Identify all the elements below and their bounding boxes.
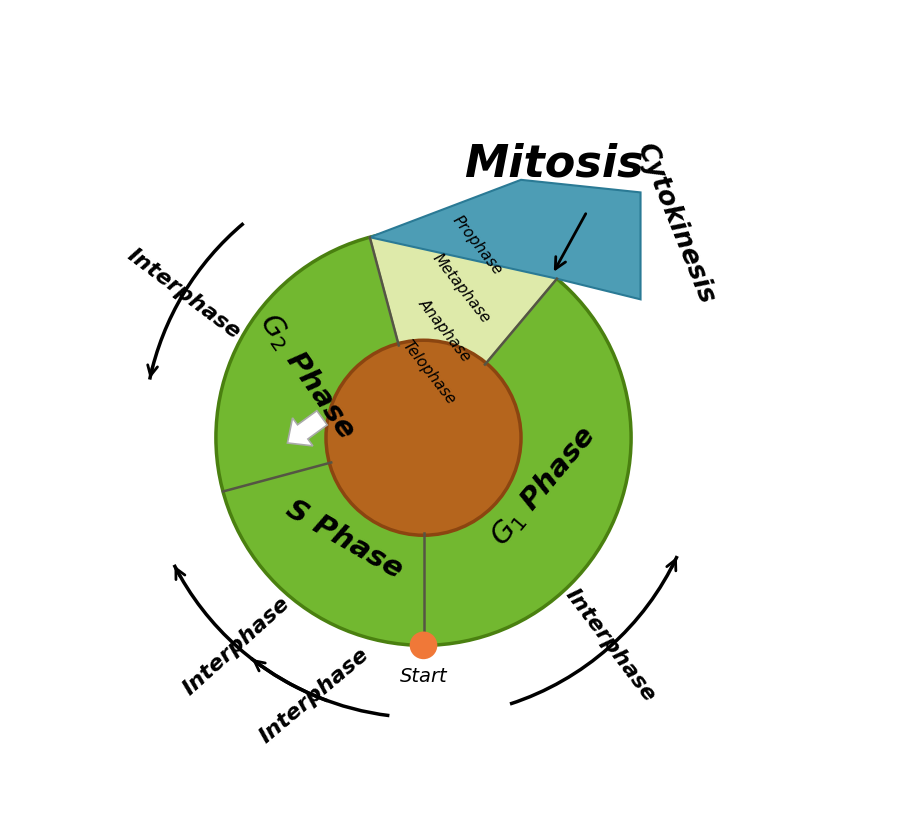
Text: Metaphase: Metaphase [429,250,493,326]
Text: S Phase: S Phase [281,494,408,584]
Circle shape [216,230,631,645]
Circle shape [410,632,437,659]
Text: Telophase: Telophase [400,338,458,408]
Text: Interphase: Interphase [256,644,373,747]
Text: Interphase: Interphase [562,586,660,706]
Text: Start: Start [400,667,447,686]
Text: Interphase: Interphase [179,593,293,699]
Polygon shape [370,180,641,299]
Text: Interphase: Interphase [123,244,244,342]
Text: Anaphase: Anaphase [416,297,474,365]
Wedge shape [370,230,557,438]
Text: Prophase: Prophase [450,213,505,278]
FancyArrow shape [287,411,328,446]
Text: $G_2$ Phase: $G_2$ Phase [254,308,363,445]
Text: Mitosis: Mitosis [464,143,644,185]
Text: Cytokinesis: Cytokinesis [631,140,719,308]
Circle shape [326,340,521,535]
Text: $G_1$ Phase: $G_1$ Phase [484,420,601,551]
